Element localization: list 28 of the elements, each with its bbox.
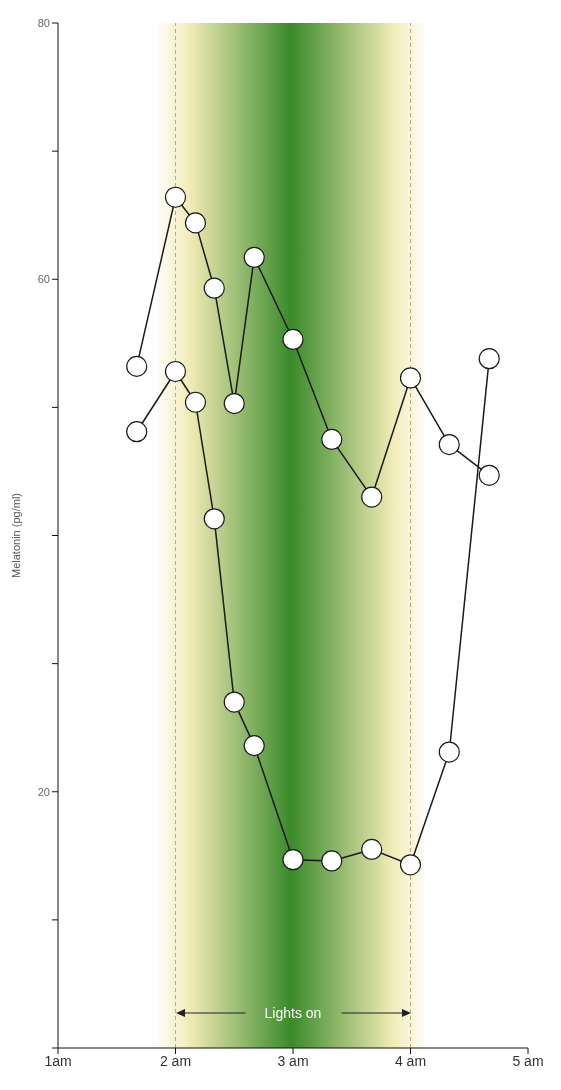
- x-tick-label: 5 am: [512, 1052, 544, 1069]
- y-tick-label: 60: [37, 273, 50, 286]
- x-tick-label: 2 am: [159, 1052, 192, 1069]
- annotation: Lights on: [263, 1004, 323, 1023]
- point: [361, 838, 383, 861]
- point: [203, 508, 225, 530]
- point: [399, 367, 422, 389]
- y-tick-label: 20: [37, 785, 50, 798]
- x-tick-label: 4 am: [394, 1052, 427, 1069]
- x-tick-label: 1am: [44, 1052, 72, 1069]
- point: [164, 360, 187, 383]
- point: [164, 186, 187, 208]
- y-tick-label: 80: [37, 16, 50, 29]
- point: [243, 246, 265, 269]
- y-axis-title: Melatonin (pg/ml): [9, 493, 22, 578]
- point: [321, 850, 343, 872]
- x-tick-label: 3 am: [277, 1052, 309, 1069]
- point: [361, 486, 383, 508]
- point: [282, 328, 304, 351]
- point: [282, 849, 304, 871]
- point: [243, 735, 265, 757]
- point: [184, 391, 207, 413]
- point: [321, 428, 343, 451]
- point: [399, 854, 422, 876]
- point: [223, 392, 245, 415]
- point: [184, 212, 207, 234]
- point: [203, 277, 225, 299]
- point: [223, 691, 245, 713]
